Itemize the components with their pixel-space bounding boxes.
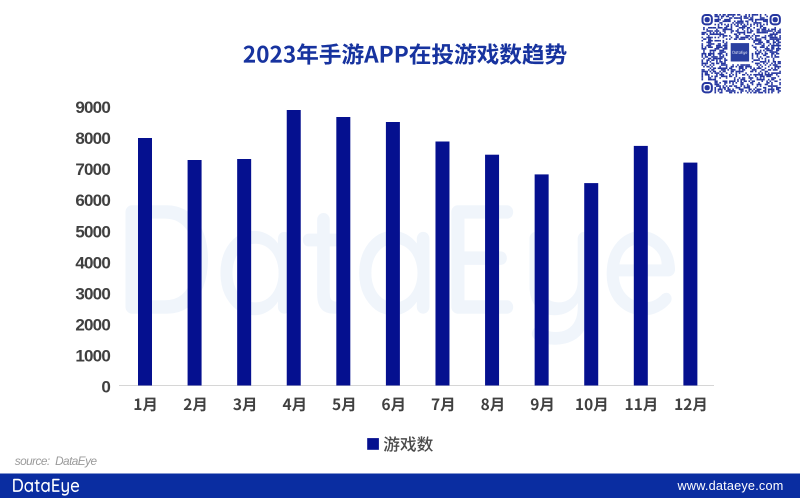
svg-text:source: DataEye: source: DataEye xyxy=(15,454,98,468)
svg-text:2000: 2000 xyxy=(75,316,110,335)
svg-text:0: 0 xyxy=(101,378,110,397)
svg-text:4000: 4000 xyxy=(75,253,110,272)
svg-text:9000: 9000 xyxy=(75,98,110,117)
svg-text:www.dataeye.com: www.dataeye.com xyxy=(677,479,784,493)
svg-text:6000: 6000 xyxy=(75,191,110,210)
svg-text:3000: 3000 xyxy=(75,284,110,303)
svg-text:5000: 5000 xyxy=(75,222,110,241)
svg-text:8000: 8000 xyxy=(75,129,110,148)
svg-text:1000: 1000 xyxy=(75,347,110,366)
svg-text:7000: 7000 xyxy=(75,160,110,179)
